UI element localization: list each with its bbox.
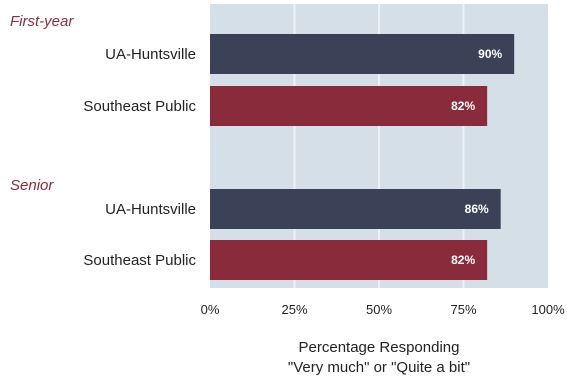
x-tick-label: 100% — [531, 302, 565, 317]
group-label: Senior — [10, 177, 54, 194]
x-axis-title-line: "Very much" or "Quite a bit" — [288, 359, 470, 376]
group-label: First-year — [10, 13, 74, 30]
x-tick-label: 25% — [281, 302, 307, 317]
x-tick-label: 0% — [201, 302, 220, 317]
x-tick-labels: 0% 25% 50% 75% 100% — [201, 302, 565, 317]
data-label: 82% — [451, 253, 475, 267]
labels: First-year UA-Huntsville Southeast Public S… — [10, 13, 196, 269]
data-label: 86% — [465, 202, 489, 216]
bar — [210, 86, 488, 126]
bars: 90% 82% 86% 82% — [210, 34, 515, 280]
x-axis-title: Percentage Responding "Very much" or "Qui… — [288, 339, 470, 376]
category-label: Southeast Public — [83, 98, 196, 115]
bar — [210, 189, 501, 229]
x-tick-label: 50% — [366, 302, 392, 317]
bar — [210, 240, 488, 280]
data-label: 90% — [478, 47, 502, 61]
data-label: 82% — [451, 99, 475, 113]
x-axis-title-line: Percentage Responding — [299, 339, 460, 356]
category-label: UA-Huntsville — [105, 201, 196, 218]
category-label: UA-Huntsville — [105, 46, 196, 63]
bar — [210, 34, 515, 74]
x-tick-label: 75% — [450, 302, 476, 317]
category-label: Southeast Public — [83, 252, 196, 269]
